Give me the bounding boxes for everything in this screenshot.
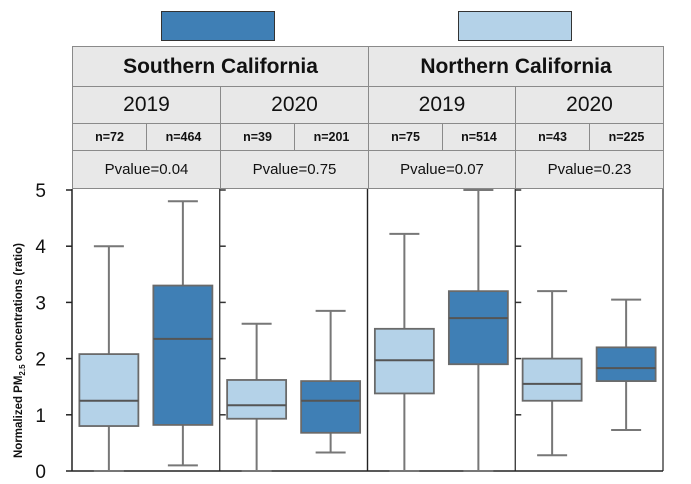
box-1-light — [78, 245, 140, 472]
box-2-light — [226, 322, 288, 472]
legend-swatch-light — [458, 11, 572, 41]
pvalue-north-2020: Pvalue=0.23 — [515, 150, 664, 189]
pvalue-south-2020: Pvalue=0.75 — [220, 150, 369, 189]
y-axis-title-sub: 2.5 — [18, 364, 27, 376]
y-tick-label: 0 — [35, 462, 46, 483]
y-axis: 0 1 2 3 4 5 — [35, 181, 72, 483]
year-header-north-2020: 2020 — [515, 86, 664, 124]
n-south-2019-a: n=72 — [72, 123, 147, 151]
y-axis-title-rest: concentrations (ratio) — [13, 243, 25, 365]
plot-frame — [71, 189, 664, 472]
box-3-light — [373, 232, 435, 472]
legend-swatch-dark — [161, 11, 275, 41]
n-south-2020-b: n=201 — [294, 123, 369, 151]
iqr-box — [521, 357, 583, 402]
y-tick-label: 5 — [35, 181, 46, 202]
iqr-box — [447, 290, 509, 366]
box-4-light — [521, 290, 583, 457]
n-north-2019-b: n=514 — [442, 123, 516, 151]
pvalue-south-2019: Pvalue=0.04 — [72, 150, 221, 189]
iqr-box — [226, 379, 288, 420]
region-header-northern: Northern California — [368, 46, 664, 87]
box-1-dark — [152, 200, 214, 467]
y-axis-title: Normalized PM2.5 concentrations (ratio) — [13, 243, 27, 458]
box-3-dark — [447, 189, 509, 472]
y-tick-label: 2 — [35, 350, 46, 371]
iqr-box — [300, 380, 362, 434]
iqr-box — [78, 353, 140, 427]
box-series — [78, 189, 657, 472]
n-south-2019-b: n=464 — [146, 123, 221, 151]
y-tick-label: 4 — [35, 237, 46, 258]
pvalue-north-2019: Pvalue=0.07 — [368, 150, 516, 189]
y-tick-label: 3 — [35, 293, 46, 314]
iqr-box — [152, 284, 214, 426]
y-tick-label: 1 — [35, 406, 46, 427]
iqr-box — [595, 346, 657, 382]
box-4-dark — [595, 298, 657, 431]
y-axis-title-main: Normalized PM — [13, 376, 25, 458]
box-2-dark — [300, 309, 362, 454]
